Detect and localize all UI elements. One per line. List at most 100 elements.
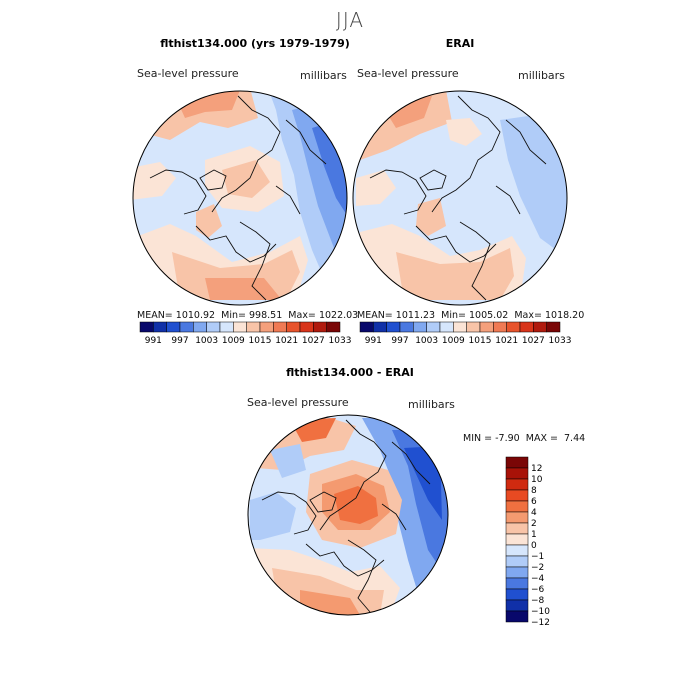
colorbar-swatch — [533, 321, 547, 333]
colorbar-swatch — [505, 478, 529, 491]
colorbar-swatch — [299, 321, 314, 333]
panel3-max-label: MAX = — [525, 433, 558, 444]
colorbar-swatch — [453, 321, 467, 333]
colorbar-swatch — [439, 321, 454, 333]
colorbar-tick-label: 1009 — [222, 336, 245, 346]
panel2-mean-value: 1011.23 — [395, 310, 436, 321]
colorbar-tick-label: −2 — [531, 563, 544, 573]
panel3-coastlines — [261, 419, 431, 613]
panel1-max-value: 1022.03 — [318, 310, 359, 321]
panel1-field — [133, 91, 347, 305]
colorbar-swatch — [206, 321, 221, 333]
colorbar-swatch — [505, 555, 529, 568]
panel1-max-label: Max= — [288, 310, 316, 321]
colorbar-swatch — [313, 321, 327, 333]
panel1-min-value: 998.51 — [249, 310, 283, 321]
panel2-variable: Sea-level pressure — [357, 67, 459, 80]
panel2-field — [353, 91, 567, 305]
colorbar-tick-label: −6 — [531, 585, 545, 595]
colorbar-swatch — [179, 321, 194, 333]
panel1-map-border — [132, 90, 348, 306]
colorbar-swatch — [505, 456, 529, 469]
panel2-mean-label: MEAN= — [357, 310, 393, 321]
colorbar-swatch — [479, 321, 494, 333]
colorbar-swatch — [273, 321, 287, 333]
colorbar-tick-label: 1027 — [522, 336, 545, 346]
colorbar-swatch — [286, 321, 301, 333]
colorbar-swatch — [219, 321, 234, 333]
panel3-min-value: -7.90 — [495, 433, 520, 444]
colorbar-tick-label: 1003 — [195, 336, 218, 346]
panel2-min-label: Min= — [441, 310, 466, 321]
panel2-min-value: 1005.02 — [469, 310, 509, 321]
colorbar-swatch — [399, 321, 414, 333]
colorbar-tick-label: −8 — [531, 596, 545, 606]
colorbar-swatch — [505, 533, 529, 546]
panel2-title: ERAI — [445, 37, 475, 50]
colorbar-swatch — [505, 489, 529, 502]
colorbar-tick-label: 8 — [531, 486, 537, 496]
colorbar-swatch — [505, 577, 529, 590]
colorbar-tick-label: 1027 — [302, 336, 325, 346]
colorbar-swatch — [466, 321, 481, 333]
panel1-title: flthist134.000 (yrs 1979-1979) — [160, 37, 350, 50]
colorbar-tick-label: 1021 — [275, 336, 298, 346]
colorbar-swatch — [505, 500, 529, 513]
panel2-stats: MEAN= 1011.23 Min= 1005.02 Max= 1018.20 — [357, 310, 584, 321]
panel3-variable: Sea-level pressure — [247, 396, 349, 409]
panel2-coastlines — [369, 95, 547, 301]
panel2-colorbar: 991 997 1003 1009 1015 1021 1027 1033 — [359, 321, 572, 346]
colorbar-swatch — [233, 321, 247, 333]
colorbar-swatch — [373, 321, 387, 333]
colorbar-swatch — [505, 610, 529, 623]
panel3-map-border — [247, 414, 449, 616]
colorbar-swatch — [493, 321, 507, 333]
panel2-max-label: Max= — [514, 310, 542, 321]
panel3-field — [248, 415, 448, 615]
panel3-max-value: 7.44 — [564, 433, 586, 444]
colorbar-tick-label: −4 — [531, 574, 545, 584]
panel1-stats: MEAN= 1010.92 Min= 998.51 Max= 1022.03 — [137, 310, 358, 321]
colorbar-tick-label: 10 — [531, 475, 543, 485]
panel3-min-label: MIN = — [463, 433, 493, 444]
panel1-mean-value: 1010.92 — [175, 310, 216, 321]
colorbar-swatch — [505, 522, 529, 535]
colorbar-swatch — [246, 321, 261, 333]
season-title: JJA — [335, 8, 365, 32]
colorbar-tick-label: 1 — [531, 530, 537, 540]
colorbar-tick-label: 997 — [391, 336, 408, 346]
colorbar-tick-label: −10 — [531, 607, 550, 617]
colorbar-swatch — [359, 321, 374, 333]
panel1-units: millibars — [300, 69, 347, 82]
colorbar-swatch — [505, 511, 529, 524]
colorbar-swatch — [505, 588, 529, 601]
colorbar-tick-label: 1033 — [329, 336, 352, 346]
colorbar-swatch — [139, 321, 154, 333]
colorbar-swatch — [506, 321, 521, 333]
colorbar-swatch — [166, 321, 181, 333]
colorbar-swatch — [386, 321, 401, 333]
colorbar-swatch — [505, 566, 529, 579]
colorbar-swatch — [546, 321, 561, 333]
colorbar-tick-label: 1015 — [249, 336, 272, 346]
colorbar-swatch — [505, 599, 529, 612]
panel1-mean-label: MEAN= — [137, 310, 173, 321]
panel1-variable: Sea-level pressure — [137, 67, 239, 80]
colorbar-tick-label: −1 — [531, 552, 544, 562]
colorbar-swatch — [326, 321, 341, 333]
colorbar-tick-label: 997 — [171, 336, 188, 346]
panel3-title: flthist134.000 - ERAI — [286, 366, 414, 379]
panel3-stats: MIN = -7.90 MAX = 7.44 — [463, 433, 585, 444]
colorbar-swatch — [193, 321, 207, 333]
colorbar-tick-label: −12 — [531, 618, 550, 628]
colorbar-tick-label: 1015 — [469, 336, 492, 346]
panel2-map-border — [352, 90, 568, 306]
colorbar-swatch — [519, 321, 534, 333]
panel1-coastlines — [149, 95, 327, 301]
colorbar-tick-label: 1021 — [495, 336, 518, 346]
colorbar-tick-label: 991 — [365, 336, 382, 346]
colorbar-tick-label: 1003 — [415, 336, 438, 346]
colorbar-tick-label: 1009 — [442, 336, 465, 346]
colorbar-tick-label: 1033 — [549, 336, 572, 346]
